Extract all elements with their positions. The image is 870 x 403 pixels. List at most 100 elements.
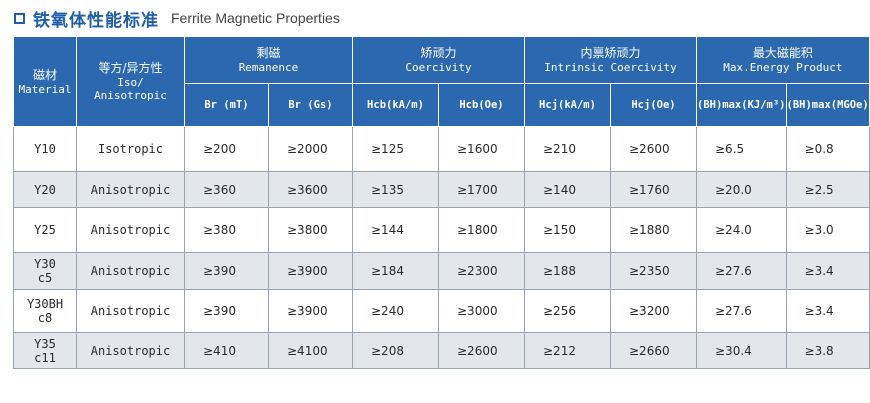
cell-iso: Anisotropic	[76, 171, 185, 208]
cell-br-mt: ≥410	[184, 332, 269, 369]
material-line: Y10	[34, 142, 56, 156]
header-intrinsic: 内禀矫顽力 Intrinsic Coercivity	[524, 36, 697, 84]
table-row: Y25 Anisotropic ≥380 ≥3800 ≥144 ≥1800 ≥1…	[13, 207, 870, 253]
cell-br-mt: ≥200	[184, 126, 269, 172]
subheader-br-mt: Br (mT)	[184, 83, 269, 127]
cell-hcb-ka: ≥144	[352, 207, 439, 253]
cell-hcb-oe: ≥2600	[438, 332, 525, 369]
ferrite-properties-table: 磁材 Material 等方/异方性 Iso/ Anisotropic 剩磁 R…	[13, 36, 870, 369]
material-line: c11	[34, 350, 56, 365]
cell-br-gs: ≥4100	[268, 332, 353, 369]
cell-hcj-oe: ≥3200	[610, 289, 697, 333]
cell-hcj-oe: ≥2600	[610, 126, 697, 172]
page-title-bar: 铁氧体性能标准 Ferrite Magnetic Properties	[14, 6, 340, 31]
material-line: Y35	[34, 336, 56, 351]
material-line: Y30BH	[26, 297, 64, 311]
cell-hcb-ka: ≥240	[352, 289, 439, 333]
cell-iso: Anisotropic	[76, 252, 185, 290]
header-material: 磁材 Material	[13, 36, 77, 127]
cell-bh-mgoe: ≥3.4	[785, 252, 870, 290]
header-intrinsic-cn: 内禀矫顽力	[580, 46, 641, 60]
cell-br-gs: ≥3800	[268, 207, 353, 253]
cell-bh-kj: ≥24.0	[696, 207, 787, 253]
header-energy: 最大磁能积 Max.Energy Product	[696, 36, 870, 84]
cell-material: Y35 c11	[13, 332, 77, 369]
page-title-en: Ferrite Magnetic Properties	[171, 10, 340, 26]
header-remanence-cn: 剩磁	[256, 46, 281, 60]
subheader-bh-kj: (BH)max(KJ/m³)	[696, 83, 787, 127]
cell-hcb-ka: ≥184	[352, 252, 439, 290]
cell-bh-mgoe: ≥3.4	[785, 289, 870, 333]
cell-bh-kj: ≥20.0	[696, 171, 787, 208]
cell-hcb-oe: ≥1800	[438, 207, 525, 253]
material-line: Y30	[34, 257, 56, 271]
square-bullet-icon	[14, 12, 25, 24]
cell-material: Y25	[13, 207, 77, 253]
subheader-hcj-oe: Hcj(Oe)	[610, 83, 697, 127]
header-iso-en1: Iso/	[117, 76, 144, 89]
cell-bh-mgoe: ≥3.0	[785, 207, 870, 253]
cell-bh-kj: ≥27.6	[696, 289, 787, 333]
table-row: Y35 c11 Anisotropic ≥410 ≥4100 ≥208 ≥2600…	[13, 332, 870, 369]
cell-bh-kj: ≥30.4	[696, 332, 787, 369]
cell-br-mt: ≥360	[184, 171, 269, 208]
subheader-hcb-ka: Hcb(kA/m)	[352, 83, 439, 127]
header-energy-cn: 最大磁能积	[752, 46, 813, 60]
cell-hcj-ka: ≥140	[524, 171, 611, 208]
cell-hcb-ka: ≥135	[352, 171, 439, 208]
header-coercivity-cn: 矫顽力	[420, 46, 457, 60]
cell-hcj-ka: ≥256	[524, 289, 611, 333]
cell-material: Y10	[13, 126, 77, 172]
cell-hcj-ka: ≥150	[524, 207, 611, 253]
cell-br-gs: ≥2000	[268, 126, 353, 172]
table-row: Y10 Isotropic ≥200 ≥2000 ≥125 ≥1600 ≥210…	[13, 126, 870, 172]
cell-iso: Anisotropic	[76, 289, 185, 333]
cell-hcj-oe: ≥1880	[610, 207, 697, 253]
header-remanence-en: Remanence	[238, 61, 299, 74]
cell-material: Y30BH c8	[13, 289, 77, 333]
subheader-hcj-ka: Hcj(kA/m)	[524, 83, 611, 127]
cell-bh-kj: ≥6.5	[696, 126, 787, 172]
cell-hcb-ka: ≥208	[352, 332, 439, 369]
subheader-br-gs: Br (Gs)	[268, 83, 353, 127]
cell-material: Y30 c5	[13, 252, 77, 290]
header-iso: 等方/异方性 Iso/ Anisotropic	[76, 36, 185, 127]
cell-material: Y20	[13, 171, 77, 208]
cell-br-mt: ≥390	[184, 252, 269, 290]
cell-br-mt: ≥390	[184, 289, 269, 333]
header-remanence: 剩磁 Remanence	[184, 36, 353, 84]
cell-hcj-oe: ≥1760	[610, 171, 697, 208]
header-energy-en: Max.Energy Product	[723, 61, 843, 74]
cell-bh-mgoe: ≥2.5	[785, 171, 870, 208]
cell-hcb-oe: ≥3000	[438, 289, 525, 333]
cell-hcj-ka: ≥210	[524, 126, 611, 172]
cell-br-mt: ≥380	[184, 207, 269, 253]
cell-br-gs: ≥3900	[268, 252, 353, 290]
page-title-cn: 铁氧体性能标准	[33, 10, 159, 31]
subheader-hcb-oe: Hcb(Oe)	[438, 83, 525, 127]
cell-iso: Anisotropic	[76, 332, 185, 369]
cell-br-gs: ≥3600	[268, 171, 353, 208]
material-line: Y20	[34, 182, 56, 197]
cell-hcj-ka: ≥188	[524, 252, 611, 290]
cell-bh-mgoe: ≥3.8	[785, 332, 870, 369]
header-coercivity-en: Coercivity	[405, 61, 472, 74]
cell-hcb-ka: ≥125	[352, 126, 439, 172]
header-material-cn: 磁材	[32, 67, 57, 82]
cell-bh-kj: ≥27.6	[696, 252, 787, 290]
cell-hcb-oe: ≥1700	[438, 171, 525, 208]
material-line: Y25	[34, 223, 56, 237]
table-row: Y20 Anisotropic ≥360 ≥3600 ≥135 ≥1700 ≥1…	[13, 171, 870, 208]
table-row: Y30BH c8 Anisotropic ≥390 ≥3900 ≥240 ≥300…	[13, 289, 870, 333]
header-material-en: Material	[18, 82, 72, 96]
cell-hcb-oe: ≥1600	[438, 126, 525, 172]
cell-hcj-oe: ≥2660	[610, 332, 697, 369]
header-iso-cn: 等方/异方性	[98, 61, 163, 75]
cell-bh-mgoe: ≥0.8	[785, 126, 870, 172]
cell-hcj-oe: ≥2350	[610, 252, 697, 290]
material-line: c8	[37, 311, 53, 325]
cell-hcj-ka: ≥212	[524, 332, 611, 369]
cell-br-gs: ≥3900	[268, 289, 353, 333]
cell-iso: Isotropic	[76, 126, 185, 172]
header-coercivity: 矫顽力 Coercivity	[352, 36, 525, 84]
